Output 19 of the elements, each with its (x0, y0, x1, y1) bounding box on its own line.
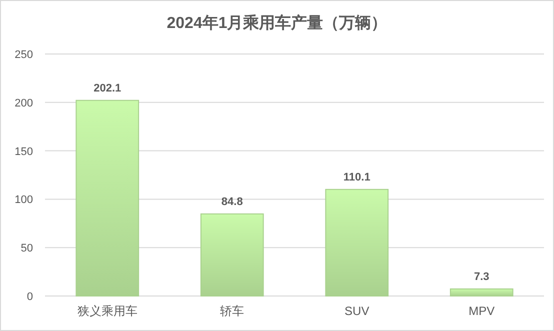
x-tick-label: 狭义乘用车 (77, 304, 138, 318)
x-tick-label: 轿车 (220, 304, 244, 318)
y-tick-label: 150 (14, 146, 33, 158)
bar (76, 100, 140, 296)
bar (450, 288, 514, 296)
x-tick-label: SUV (344, 304, 370, 318)
data-label: 110.1 (343, 171, 370, 184)
y-tick-label: 0 (26, 291, 33, 303)
data-label: 84.8 (221, 196, 243, 208)
bar (200, 213, 264, 296)
data-label: 7.3 (474, 270, 490, 283)
y-tick-label: 50 (20, 242, 33, 255)
chart-title: 2024年1月乘用车产量（万辆） (166, 14, 388, 32)
y-tick-label: 200 (14, 97, 33, 110)
y-tick-label: 250 (14, 49, 33, 61)
x-tick-label: MPV (468, 304, 495, 318)
bar (325, 188, 389, 296)
y-tick-label: 100 (14, 194, 33, 206)
data-label: 202.1 (94, 82, 122, 94)
